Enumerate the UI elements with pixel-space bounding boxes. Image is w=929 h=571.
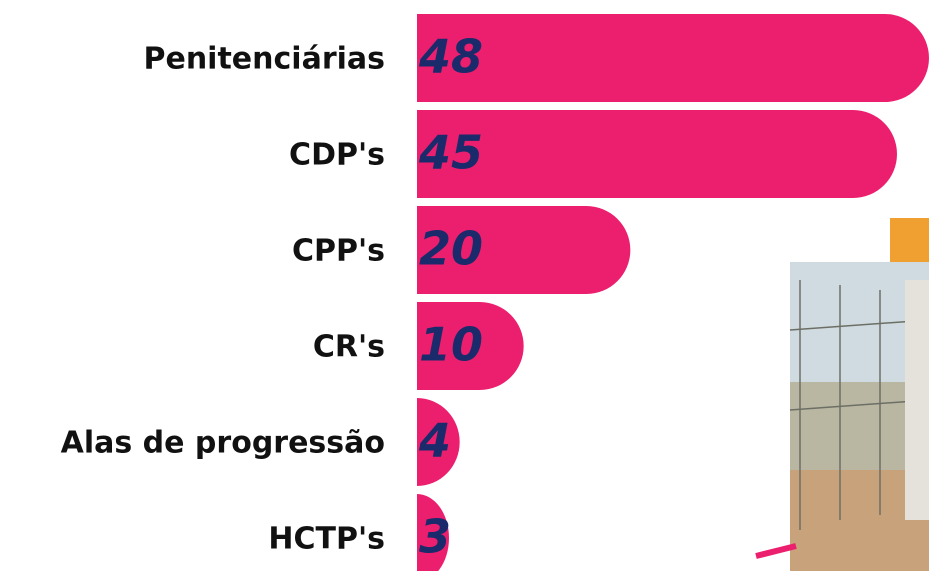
category-label: CR's [313, 330, 385, 365]
value-label: 20 [419, 222, 483, 276]
category-label: CPP's [292, 234, 385, 269]
photo-accent [890, 218, 929, 268]
bar [417, 14, 929, 102]
chart: Penitenciárias 48 CDP's 45 CPP's 20 CR's 10 Alas… [0, 0, 929, 571]
value-label: 4 [418, 414, 451, 468]
category-label: HCTP's [268, 522, 385, 557]
category-label: Penitenciárias [143, 42, 385, 77]
category-label: CDP's [289, 138, 385, 173]
page: {"chart_data": {"type": "bar", "orientat… [0, 0, 929, 571]
bar [417, 110, 897, 198]
category-label: Alas de progressão [61, 426, 385, 461]
value-label: 3 [419, 510, 451, 564]
value-label: 10 [419, 318, 483, 372]
value-label: 45 [418, 126, 483, 180]
background-photo [756, 218, 929, 571]
value-label: 48 [418, 30, 483, 84]
photo-tower [905, 280, 929, 520]
